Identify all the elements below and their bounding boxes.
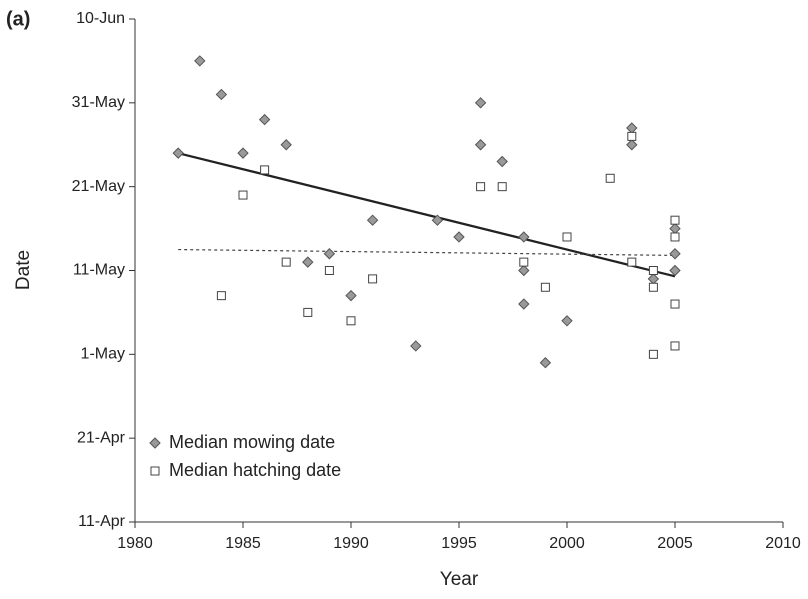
y-axis-label: Date — [13, 250, 34, 290]
y-tick-label: 10-Jun — [76, 10, 125, 27]
point — [519, 257, 529, 267]
point — [172, 147, 184, 159]
point — [323, 248, 336, 260]
point — [626, 122, 638, 134]
point — [258, 113, 271, 126]
point — [215, 88, 228, 101]
point — [474, 139, 487, 151]
point — [238, 190, 248, 200]
point — [627, 257, 637, 267]
point — [518, 264, 530, 277]
x-tick-label: 1995 — [441, 535, 477, 552]
point — [345, 289, 357, 302]
legend-label: Median mowing date — [169, 432, 335, 452]
point — [669, 222, 681, 235]
point — [216, 291, 226, 301]
point — [476, 182, 486, 192]
point — [518, 231, 530, 243]
point — [648, 282, 658, 292]
point — [562, 232, 572, 242]
point — [474, 97, 487, 109]
point — [237, 147, 249, 159]
point — [627, 131, 637, 141]
point — [518, 298, 530, 310]
point — [670, 232, 680, 242]
x-tick-label: 2005 — [657, 535, 693, 552]
legend-label: Median hatching date — [169, 460, 341, 480]
y-tick-label: 21-May — [72, 178, 125, 195]
y-tick-label: 31-May — [72, 94, 125, 111]
x-tick-label: 1990 — [333, 535, 369, 552]
point — [303, 307, 313, 317]
point — [669, 248, 681, 260]
point — [410, 340, 422, 352]
x-axis-label: Year — [440, 569, 479, 590]
x-tick-label: 1980 — [117, 535, 153, 552]
point — [497, 182, 507, 192]
point — [540, 282, 550, 292]
point — [670, 215, 680, 225]
point — [453, 231, 465, 243]
point — [431, 214, 444, 226]
point — [302, 256, 314, 268]
legend-marker — [150, 466, 160, 476]
point — [496, 155, 508, 168]
y-tick-label: 1-May — [81, 346, 125, 363]
y-tick-label: 11-May — [73, 262, 125, 279]
point — [366, 214, 379, 226]
y-tick-label: 11-Apr — [78, 513, 126, 530]
point — [626, 139, 638, 151]
x-tick-label: 1985 — [225, 535, 261, 552]
point — [605, 173, 615, 183]
point — [669, 264, 681, 277]
point — [194, 55, 206, 67]
trend-line — [177, 152, 676, 278]
point — [561, 315, 573, 327]
trend-line — [178, 248, 676, 257]
x-tick-label: 2000 — [549, 535, 585, 552]
y-tick-label: 21-Apr — [77, 429, 126, 446]
panel-label: (a) — [6, 8, 30, 30]
point — [280, 139, 292, 151]
point — [346, 316, 356, 326]
point — [670, 341, 680, 351]
point — [368, 274, 378, 284]
point — [648, 349, 658, 359]
point — [539, 357, 552, 369]
point — [260, 165, 270, 175]
point — [670, 299, 680, 309]
legend-marker — [149, 437, 161, 449]
point — [281, 257, 291, 267]
point — [648, 266, 658, 275]
x-tick-label: 2010 — [765, 535, 801, 552]
point — [647, 273, 660, 285]
point — [324, 266, 334, 275]
